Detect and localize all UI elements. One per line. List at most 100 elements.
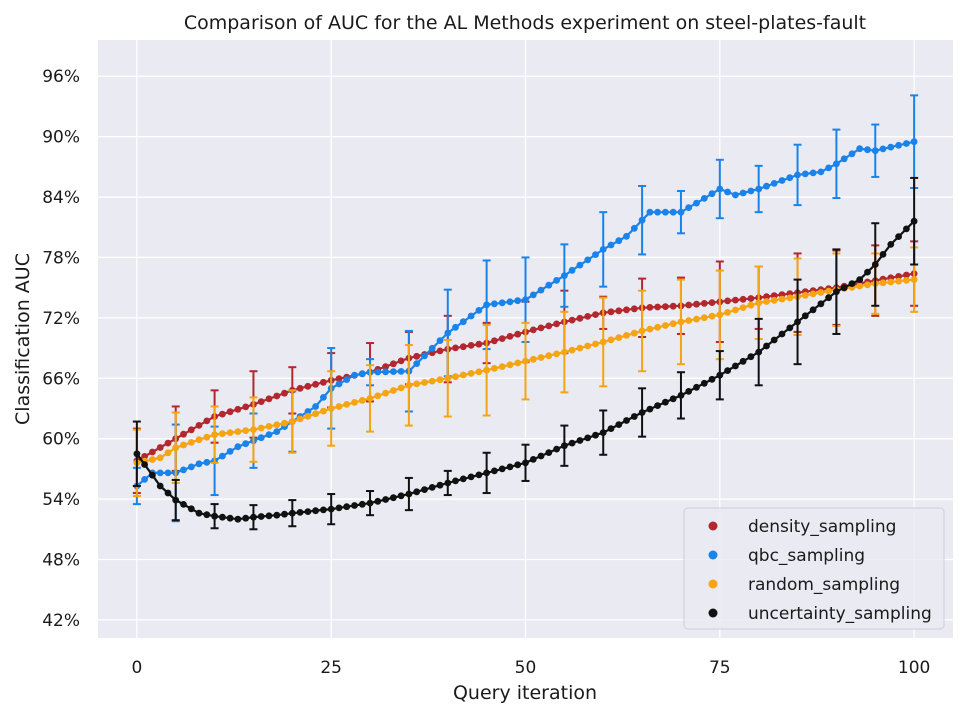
data-point <box>304 412 312 420</box>
data-point <box>483 301 490 309</box>
data-point <box>273 392 281 400</box>
data-point <box>903 225 910 233</box>
data-point <box>654 323 661 331</box>
data-point <box>568 439 576 447</box>
data-point <box>763 293 770 301</box>
data-point <box>180 466 187 474</box>
data-point <box>382 368 389 376</box>
data-point <box>156 444 164 451</box>
data-point <box>662 208 669 216</box>
data-point <box>747 353 755 361</box>
legend-label: uncertainty_sampling <box>748 604 932 624</box>
data-point <box>203 417 211 425</box>
x-tick-label: 0 <box>131 658 142 678</box>
data-point <box>358 370 366 378</box>
data-point <box>421 352 428 360</box>
data-point <box>265 423 273 430</box>
data-point <box>382 389 389 397</box>
data-point <box>312 507 319 515</box>
data-point <box>887 143 895 151</box>
data-point <box>444 479 452 487</box>
data-point <box>879 279 887 287</box>
data-point <box>265 512 273 520</box>
data-point <box>529 291 537 299</box>
data-point <box>203 511 211 519</box>
data-point <box>770 180 778 187</box>
data-point <box>242 427 250 434</box>
data-point <box>226 448 234 455</box>
data-point <box>234 428 242 435</box>
data-point <box>615 307 623 315</box>
data-point <box>747 295 755 302</box>
data-point <box>421 486 428 493</box>
data-point <box>467 370 475 377</box>
data-point <box>553 320 560 328</box>
data-point <box>514 297 522 305</box>
data-point <box>265 395 273 403</box>
data-point <box>187 439 195 446</box>
y-tick-label: 78% <box>42 248 80 268</box>
data-point <box>708 312 716 320</box>
data-point <box>879 145 887 153</box>
data-point <box>623 417 630 424</box>
data-point <box>599 338 607 346</box>
data-point <box>801 291 809 299</box>
data-point <box>895 273 902 280</box>
data-point <box>693 315 700 323</box>
chart-title: Comparison of AUC for the AL Methods exp… <box>184 12 866 34</box>
data-point <box>281 419 288 427</box>
data-point <box>428 344 436 352</box>
data-point <box>374 497 382 505</box>
data-point <box>693 383 700 391</box>
data-point <box>732 306 739 314</box>
data-point <box>405 490 413 498</box>
data-point <box>382 363 389 370</box>
data-point <box>755 185 763 193</box>
data-point <box>522 459 529 467</box>
data-point <box>335 375 343 383</box>
data-point <box>809 290 817 298</box>
data-point <box>405 381 413 389</box>
data-point <box>856 276 864 283</box>
data-point <box>467 342 475 349</box>
data-point <box>351 502 358 509</box>
data-point <box>250 513 257 521</box>
data-point <box>366 395 374 402</box>
data-point <box>475 307 483 314</box>
data-point <box>498 465 506 473</box>
data-point <box>895 277 902 285</box>
data-point <box>825 287 832 295</box>
data-point <box>700 314 708 322</box>
data-point <box>351 371 358 379</box>
data-point <box>156 469 164 477</box>
data-point <box>809 306 817 314</box>
data-point <box>327 405 335 412</box>
data-point <box>320 394 327 401</box>
data-point <box>250 426 257 433</box>
data-point <box>296 509 304 516</box>
data-point <box>195 509 203 517</box>
data-point <box>592 251 599 258</box>
data-point <box>288 418 296 425</box>
data-point <box>630 224 638 232</box>
data-point <box>685 301 693 309</box>
data-point <box>156 482 164 490</box>
data-point <box>149 456 156 463</box>
data-point <box>553 350 560 358</box>
data-point <box>537 286 545 294</box>
data-point <box>164 489 172 497</box>
data-point <box>763 298 770 305</box>
data-point <box>724 309 731 316</box>
data-point <box>141 453 149 460</box>
data-point <box>724 297 731 305</box>
data-point <box>599 429 607 436</box>
data-point <box>320 378 327 386</box>
y-tick-label: 72% <box>42 309 80 329</box>
data-point <box>219 430 226 437</box>
data-point <box>724 367 731 374</box>
legend-label: qbc_sampling <box>748 546 865 566</box>
data-point <box>234 443 242 451</box>
data-point <box>320 407 327 415</box>
data-point <box>397 384 405 392</box>
data-point <box>187 463 195 471</box>
